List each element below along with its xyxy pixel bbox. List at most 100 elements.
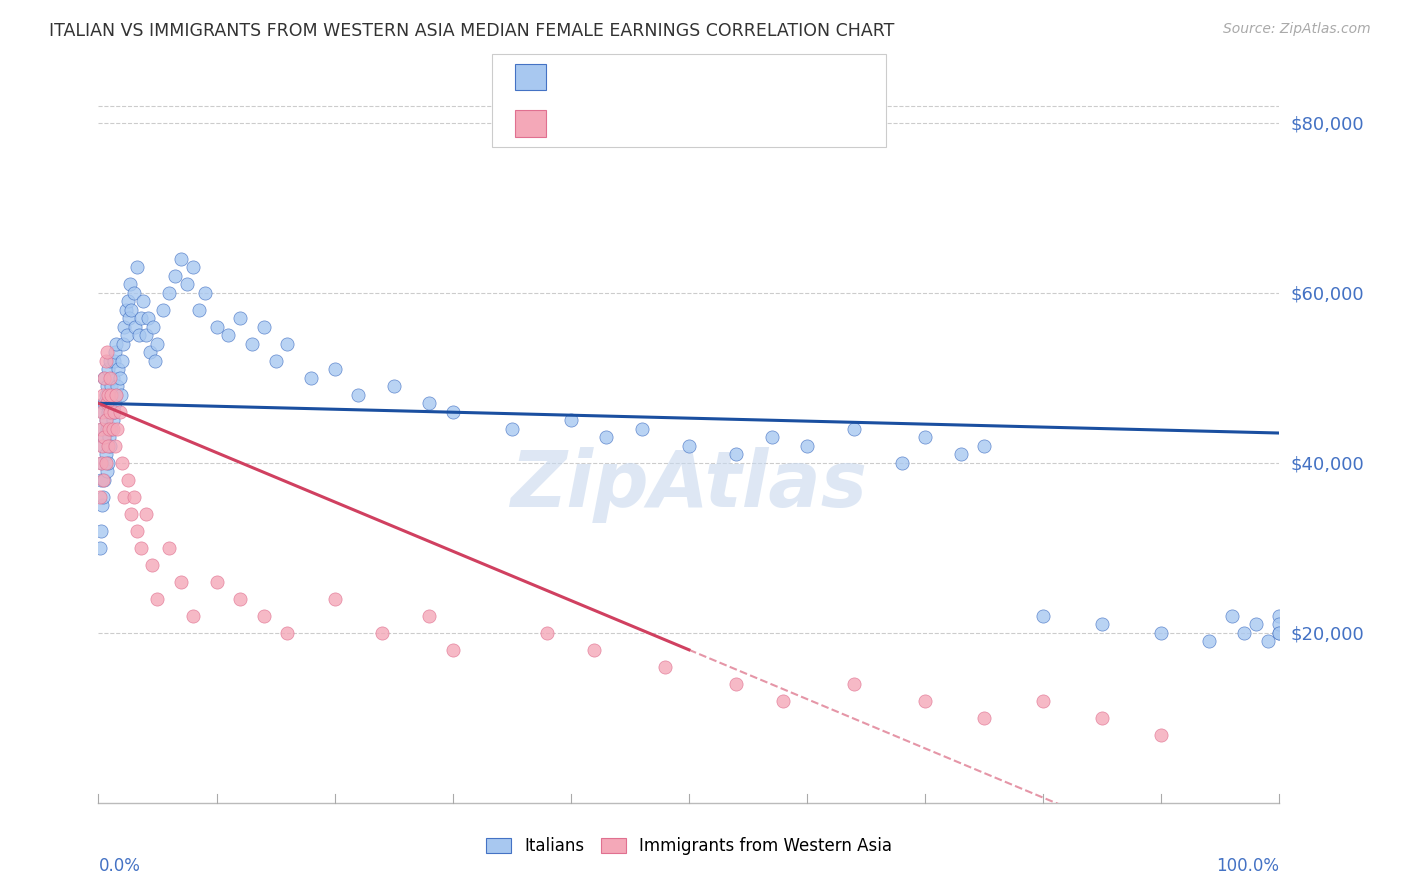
Point (844, 422, 866, 436)
Point (141, 558, 163, 572)
Point (89, 490, 111, 504)
Point (105, 422, 128, 436)
Point (157, 541, 180, 555)
Point (96, 464, 118, 478)
Point (1150, 625, 1173, 640)
Point (115, 328, 138, 343)
Point (100, 388, 122, 402)
Text: 100.0%: 100.0% (1216, 857, 1279, 875)
Text: R =: R = (558, 68, 598, 86)
Point (914, 430, 936, 444)
Point (1244, 617, 1267, 632)
Point (844, 677, 866, 691)
Point (914, 694, 936, 708)
Point (97, 439, 120, 453)
Point (276, 336, 298, 351)
Point (536, 625, 558, 640)
Point (114, 302, 136, 317)
Point (91, 473, 114, 487)
Text: ZipAtlas: ZipAtlas (510, 447, 868, 523)
Point (205, 574, 228, 589)
Point (654, 660, 676, 674)
Point (630, 422, 652, 436)
Point (441, 405, 464, 419)
Point (91, 422, 114, 436)
Point (127, 260, 149, 275)
Point (100, 379, 122, 393)
Point (105, 336, 128, 351)
Point (217, 328, 239, 343)
Point (103, 353, 125, 368)
Text: -0.044: -0.044 (605, 68, 669, 86)
Text: ITALIAN VS IMMIGRANTS FROM WESTERN ASIA MEDIAN FEMALE EARNINGS CORRELATION CHART: ITALIAN VS IMMIGRANTS FROM WESTERN ASIA … (49, 22, 894, 40)
Point (117, 473, 139, 487)
Point (98, 405, 121, 419)
Point (418, 396, 440, 410)
Point (1032, 694, 1054, 708)
Point (93, 473, 115, 487)
Point (1268, 617, 1291, 632)
Point (118, 311, 141, 326)
Point (194, 285, 217, 300)
Point (96, 422, 118, 436)
Point (1150, 728, 1173, 742)
Point (103, 405, 125, 419)
Point (94, 413, 117, 427)
Point (93, 430, 115, 444)
Point (111, 353, 134, 368)
Point (146, 591, 169, 606)
Point (91, 388, 114, 402)
Point (187, 302, 209, 317)
Point (323, 362, 346, 376)
Point (264, 353, 287, 368)
Point (583, 642, 606, 657)
Point (100, 422, 122, 436)
Point (170, 252, 193, 266)
Point (104, 345, 127, 359)
Text: N =: N = (685, 115, 724, 133)
Point (111, 456, 134, 470)
Point (112, 336, 135, 351)
Text: 58: 58 (727, 115, 758, 133)
Point (112, 490, 135, 504)
Point (205, 319, 228, 334)
Point (122, 490, 145, 504)
Point (91, 498, 114, 512)
Text: -0.539: -0.539 (605, 115, 669, 133)
Point (103, 405, 125, 419)
Point (108, 371, 131, 385)
Point (94, 413, 117, 427)
Point (725, 677, 748, 691)
Point (96, 345, 118, 359)
Point (120, 277, 142, 292)
Point (98, 396, 121, 410)
Point (107, 362, 129, 376)
Point (418, 608, 440, 623)
Point (97, 388, 120, 402)
Point (152, 302, 174, 317)
Point (127, 524, 149, 538)
Point (104, 439, 127, 453)
Point (91, 405, 114, 419)
Point (101, 413, 124, 427)
Point (1198, 634, 1220, 648)
Point (139, 345, 162, 359)
Point (98, 422, 121, 436)
Point (98, 353, 121, 368)
Point (90, 524, 112, 538)
Point (229, 311, 252, 326)
Point (170, 574, 193, 589)
Point (1091, 711, 1114, 725)
Point (90, 456, 112, 470)
Point (110, 388, 132, 402)
Point (157, 285, 180, 300)
Point (101, 422, 124, 436)
Point (136, 311, 159, 326)
Point (1233, 625, 1256, 640)
Point (135, 507, 157, 521)
Point (240, 336, 263, 351)
Text: R =: R = (558, 115, 598, 133)
Point (90, 473, 112, 487)
Point (122, 285, 145, 300)
Point (96, 396, 118, 410)
